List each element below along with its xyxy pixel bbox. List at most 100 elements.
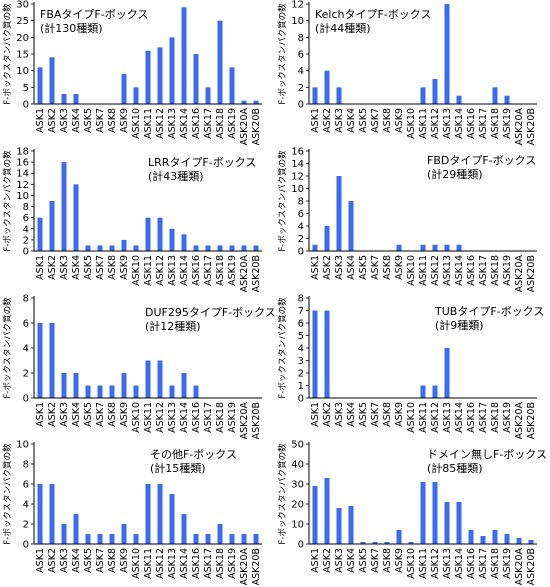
y-axis-title: F-ボックスタンパク質の数	[2, 150, 13, 252]
x-tick-label: ASK5	[358, 255, 369, 280]
x-tick-label: ASK20A	[514, 548, 525, 586]
y-tick-label: 0	[23, 100, 29, 111]
y-tick-label: 18	[16, 146, 29, 157]
bar	[61, 161, 67, 251]
bar	[37, 484, 43, 545]
bar	[229, 534, 235, 545]
x-tick-label: ASK20A	[239, 401, 250, 439]
x-tick-label: ASK12	[155, 108, 166, 139]
x-tick-label: ASK10	[406, 255, 417, 286]
y-tick-label: 16	[291, 146, 304, 157]
bar	[37, 67, 43, 104]
bar	[121, 74, 127, 104]
bar	[181, 234, 187, 251]
chart-subtitle: (計15種類)	[150, 462, 206, 476]
y-tick-label: 6	[23, 213, 29, 224]
x-tick-label: ASK20B	[526, 548, 537, 585]
y-tick-label: 40	[291, 460, 304, 471]
x-tick-label: ASK5	[83, 402, 94, 427]
x-tick-label: ASK1	[310, 548, 321, 573]
y-tick-label: 30	[16, 0, 29, 11]
bar	[336, 175, 342, 251]
y-tick-label: 14	[291, 159, 304, 170]
x-tick-label: ASK10	[131, 402, 142, 433]
bar	[241, 100, 247, 104]
x-tick-label: ASK3	[59, 402, 70, 427]
bar	[49, 322, 55, 398]
y-tick-label: 1	[298, 381, 304, 392]
bar	[229, 245, 235, 251]
x-tick-label: ASK14	[179, 402, 190, 433]
y-tick-label: 6	[298, 50, 304, 61]
bar	[109, 245, 115, 251]
bar	[181, 514, 187, 545]
y-tick-label: 10	[16, 66, 29, 77]
bar	[312, 310, 318, 398]
y-tick-label: 20	[16, 33, 29, 44]
x-tick-label: ASK14	[454, 402, 465, 433]
y-tick-label: 6	[23, 318, 29, 329]
bar	[121, 372, 127, 398]
x-tick-label: ASK5	[358, 402, 369, 427]
bar	[73, 94, 79, 104]
x-tick-label: ASK1	[35, 108, 46, 133]
bar	[85, 534, 91, 545]
x-tick-label: ASK3	[59, 548, 70, 573]
x-tick-label: ASK11	[143, 108, 154, 139]
x-tick-label: ASK16	[191, 255, 202, 286]
x-tick-label: ASK12	[155, 548, 166, 579]
bar	[193, 385, 199, 398]
x-tick-label: ASK3	[334, 108, 345, 133]
chart-subtitle: (計12種類)	[145, 319, 201, 333]
x-tick-label: ASK20B	[526, 255, 537, 292]
bar	[109, 385, 115, 398]
bar	[312, 87, 318, 104]
bar	[157, 484, 163, 545]
y-tick-label: 6	[298, 318, 304, 329]
bar	[468, 530, 474, 545]
bar	[217, 20, 223, 105]
bar	[229, 67, 235, 104]
bar	[360, 542, 366, 545]
x-tick-label: ASK19	[227, 548, 238, 579]
bar	[504, 95, 510, 104]
y-tick-label: 8	[298, 196, 304, 207]
x-tick-label: ASK16	[466, 108, 477, 139]
x-tick-label: ASK17	[203, 402, 214, 433]
bar	[324, 225, 330, 251]
x-tick-label: ASK8	[107, 548, 118, 573]
x-tick-label: ASK3	[334, 402, 345, 427]
x-tick-label: ASK11	[418, 108, 429, 139]
x-tick-label: ASK16	[191, 108, 202, 139]
x-tick-label: ASK9	[394, 402, 405, 427]
y-tick-label: 14	[16, 168, 29, 179]
x-tick-label: ASK10	[131, 108, 142, 139]
x-tick-label: ASK13	[442, 108, 453, 139]
bar	[73, 372, 79, 398]
chart-panel: 0 2 4 6 8 F-ボックスタンパク質の数 ASK1 ASK2 ASK3 ASK4 ASK5 AS…	[0, 293, 276, 440]
bar	[133, 245, 139, 251]
y-axis-title: F-ボックスタンパク質の数	[277, 296, 288, 398]
x-tick-label: ASK11	[143, 548, 154, 579]
bar	[193, 534, 199, 545]
bar	[61, 524, 67, 545]
x-tick-label: ASK4	[346, 548, 357, 573]
y-tick-label: 2	[298, 234, 304, 245]
x-tick-label: ASK16	[466, 255, 477, 286]
bar	[145, 50, 151, 104]
y-axis-title: F-ボックスタンパク質の数	[2, 296, 13, 398]
x-tick-label: ASK1	[35, 255, 46, 280]
y-tick-label: 3	[298, 356, 304, 367]
bar	[205, 87, 211, 104]
x-tick-label: ASK2	[47, 548, 58, 573]
bar	[312, 486, 318, 545]
x-tick-label: ASK16	[191, 548, 202, 579]
x-tick-label: ASK5	[358, 108, 369, 133]
x-tick-label: ASK9	[394, 255, 405, 280]
bar	[396, 530, 402, 545]
y-tick-label: 12	[291, 0, 304, 11]
y-axis-title: F-ボックスタンパク質の数	[2, 443, 13, 545]
bar	[336, 508, 342, 545]
x-tick-label: ASK12	[155, 402, 166, 433]
